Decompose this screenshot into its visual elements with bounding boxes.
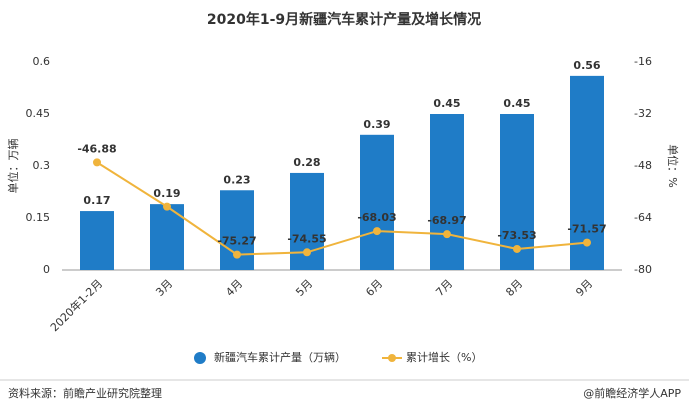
bar-label: 0.19 bbox=[153, 187, 180, 200]
bar bbox=[430, 114, 464, 270]
line-label: -71.57 bbox=[567, 223, 606, 236]
y2-axis-label: 单位：% bbox=[666, 144, 680, 187]
line-point bbox=[233, 250, 241, 259]
y2-tick-label: -48 bbox=[634, 159, 652, 172]
line-point bbox=[303, 248, 311, 257]
x-tick-label: 4月 bbox=[223, 277, 245, 299]
line-label: -75.27 bbox=[217, 235, 256, 248]
bar-label: 0.17 bbox=[83, 194, 110, 207]
bar-label: 0.39 bbox=[363, 118, 390, 131]
line-point bbox=[583, 238, 591, 247]
x-tick-label: 5月 bbox=[293, 277, 315, 299]
line-label: -68.97 bbox=[427, 214, 466, 227]
line-label: -74.55 bbox=[287, 232, 326, 245]
line-point bbox=[373, 227, 381, 236]
x-tick-label: 2020年1-2月 bbox=[47, 276, 105, 334]
bar-label: 0.23 bbox=[223, 173, 250, 186]
line-point bbox=[443, 230, 451, 239]
y2-tick-label: -64 bbox=[634, 211, 652, 224]
y2-tick-label: -16 bbox=[634, 55, 652, 68]
bar-label: 0.45 bbox=[503, 97, 530, 110]
y-tick-label: 0 bbox=[43, 263, 50, 276]
y2-tick-label: -32 bbox=[634, 107, 652, 120]
line-label: -68.03 bbox=[357, 211, 396, 224]
bar bbox=[570, 75, 604, 270]
line-label: -46.88 bbox=[77, 142, 116, 155]
bar bbox=[500, 114, 534, 270]
legend-label: 新疆汽车累计产量（万辆） bbox=[214, 350, 346, 364]
x-tick-label: 7月 bbox=[433, 277, 455, 299]
x-tick-label: 8月 bbox=[503, 277, 525, 299]
legend-swatch bbox=[194, 352, 206, 364]
bar-label: 0.45 bbox=[433, 97, 460, 110]
line-point bbox=[93, 158, 101, 167]
bar-label: 0.56 bbox=[573, 59, 600, 72]
y-tick-label: 0.6 bbox=[33, 55, 51, 68]
y2-tick-label: -80 bbox=[634, 263, 652, 276]
credit: @前瞻经济学人APP bbox=[583, 386, 681, 400]
legend-swatch bbox=[388, 354, 396, 362]
y-tick-label: 0.15 bbox=[26, 211, 51, 224]
source: 资料来源：前瞻产业研究院整理 bbox=[8, 386, 162, 400]
bar bbox=[80, 211, 114, 270]
x-tick-label: 9月 bbox=[573, 277, 595, 299]
y-tick-label: 0.3 bbox=[33, 159, 51, 172]
line bbox=[96, 161, 588, 256]
line-point bbox=[163, 202, 171, 211]
bar bbox=[360, 134, 394, 270]
line-point bbox=[513, 244, 521, 253]
line-label: -73.53 bbox=[497, 229, 536, 242]
chart-title: 2020年1-9月新疆汽车累计产量及增长情况 bbox=[207, 11, 481, 28]
x-tick-label: 3月 bbox=[153, 277, 175, 299]
x-tick-label: 6月 bbox=[363, 277, 385, 299]
legend-label: 累计增长（%） bbox=[406, 350, 482, 364]
y-axis-label: 单位：万辆 bbox=[6, 139, 20, 194]
y-tick-label: 0.45 bbox=[26, 107, 51, 120]
bar-label: 0.28 bbox=[293, 156, 320, 169]
